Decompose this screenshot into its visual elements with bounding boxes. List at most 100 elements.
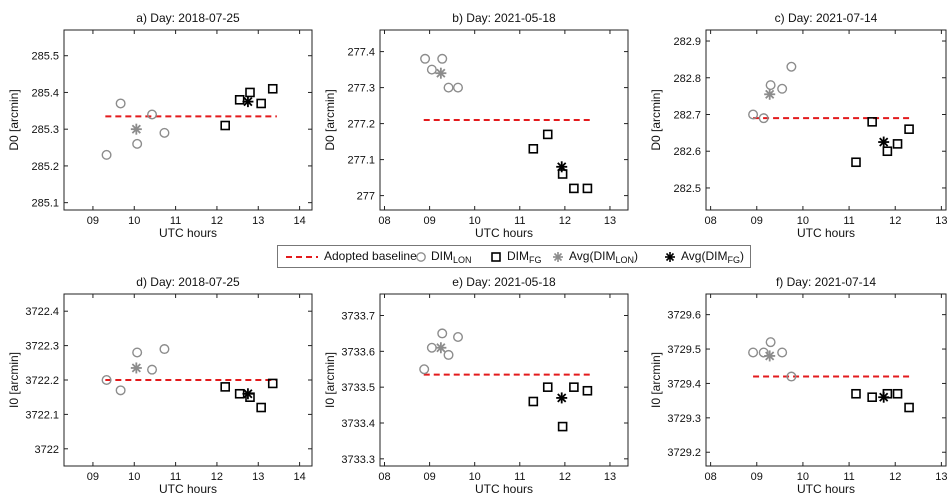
avg-dim-lon-point xyxy=(130,362,142,374)
y-tick-label: 3733.6 xyxy=(341,346,375,358)
dim-fg-point xyxy=(528,396,539,407)
dim-fg-point xyxy=(528,144,539,154)
legend-avgfg-label: Avg(DIMFG) xyxy=(681,249,744,265)
y-tick-label: 282.6 xyxy=(673,146,701,158)
y-axis-label: I0 [arcmin] xyxy=(7,352,21,408)
y-tick-label: 3733.4 xyxy=(341,418,375,430)
dim-fg-point xyxy=(557,421,568,432)
panel-b: b) Day: 2021-05-18 08 09 10 11 12 13 277 277.1 27… xyxy=(323,11,629,240)
dim-fg-point xyxy=(256,98,266,109)
x-tick-label: 12 xyxy=(559,215,571,227)
x-tick-label: 13 xyxy=(935,215,947,227)
y-tick-label: 285.4 xyxy=(31,87,59,99)
dim-fg-point xyxy=(867,392,877,403)
avg-dim-lon-point xyxy=(435,342,447,354)
y-tick-label: 3722.1 xyxy=(25,409,59,421)
y-tick-label: 282.7 xyxy=(673,109,701,121)
dim-fg-point xyxy=(220,120,230,131)
legend-dimfg-label: DIMFG xyxy=(507,249,542,265)
x-tick-label: 09 xyxy=(751,471,763,483)
y-axis-label: I0 [arcmin] xyxy=(649,352,663,408)
x-tick-label: 11 xyxy=(843,215,854,227)
plot-area xyxy=(705,293,947,467)
dim-lon-point xyxy=(443,82,454,93)
x-tick-label: 12 xyxy=(211,215,223,227)
avg-dim-fg-point xyxy=(242,388,254,400)
panel-c: c) Day: 2021-07-14 08 09 10 11 12 13 282.5 282.6… xyxy=(649,11,948,240)
panel-d: d) Day: 2018-07-25 09 10 11 12 13 14 3722 3722.1… xyxy=(7,275,313,496)
dim-lon-point xyxy=(115,98,126,109)
dim-lon-point xyxy=(101,149,112,160)
x-tick-label: 10 xyxy=(797,215,809,227)
dim-lon-point xyxy=(426,64,437,75)
x-tick-label: 14 xyxy=(293,215,305,227)
x-tick-label: 10 xyxy=(128,471,140,483)
x-tick-label: 11 xyxy=(514,471,525,483)
dim-lon-point xyxy=(101,375,112,386)
y-tick-label: 282.9 xyxy=(673,36,701,48)
dim-lon-point xyxy=(765,80,776,91)
x-axis-label: UTC hours xyxy=(475,226,533,240)
dim-lon-point xyxy=(765,337,776,348)
x-tick-label: 12 xyxy=(559,471,571,483)
dim-fg-point xyxy=(582,385,593,396)
dim-fg-point xyxy=(569,382,579,392)
x-tick-label: 08 xyxy=(378,471,390,483)
y-tick-label: 282.8 xyxy=(673,73,701,85)
dim-fg-point xyxy=(569,183,579,194)
y-tick-label: 3722.4 xyxy=(25,306,59,318)
dim-fg-point xyxy=(904,402,914,413)
x-axis-label: UTC hours xyxy=(159,226,217,240)
x-tick-label: 13 xyxy=(935,471,947,483)
dim-lon-point xyxy=(758,347,769,358)
dim-fg-point xyxy=(256,402,266,413)
x-tick-label: 10 xyxy=(469,471,481,483)
x-tick-label: 12 xyxy=(889,215,901,227)
x-tick-label: 13 xyxy=(604,215,616,227)
panel-f: f) Day: 2021-07-14 08 09 10 11 12 13 3729.2 3729… xyxy=(649,275,948,496)
y-tick-label: 285.5 xyxy=(31,51,59,63)
y-tick-label: 3722 xyxy=(35,444,59,456)
dim-fg-point xyxy=(267,83,278,94)
dim-lon-point xyxy=(777,347,788,358)
plot-area xyxy=(379,293,629,467)
x-tick-label: 12 xyxy=(889,471,901,483)
x-tick-label: 14 xyxy=(293,471,305,483)
dim-fg-point xyxy=(867,117,877,127)
y-tick-label: 3722.2 xyxy=(25,375,59,387)
dim-fg-point xyxy=(851,157,861,168)
y-axis-label: D0 [arcmin] xyxy=(323,89,337,150)
x-tick-label: 11 xyxy=(170,471,181,483)
dim-lon-point xyxy=(419,364,430,375)
y-tick-label: 3729.3 xyxy=(667,413,701,425)
legend-dimlon-label: DIMLON xyxy=(431,249,472,265)
x-tick-label: 11 xyxy=(514,215,525,227)
x-axis-label: UTC hours xyxy=(475,482,533,496)
y-axis-label: I0 [arcmin] xyxy=(323,352,337,408)
y-tick-label: 277.1 xyxy=(347,155,375,167)
dim-lon-point xyxy=(453,332,464,343)
x-tick-label: 10 xyxy=(797,471,809,483)
avg-dim-lon-point xyxy=(435,67,447,79)
dim-fg-point xyxy=(220,382,230,392)
dim-lon-point xyxy=(132,138,143,149)
x-tick-label: 08 xyxy=(704,215,716,227)
y-tick-label: 277.3 xyxy=(347,83,375,95)
legend-avgfg-marker xyxy=(665,252,675,262)
y-tick-label: 3729.6 xyxy=(667,310,701,322)
dim-lon-point xyxy=(786,61,797,72)
x-tick-label: 08 xyxy=(704,471,716,483)
x-tick-label: 13 xyxy=(252,471,264,483)
y-tick-label: 285.2 xyxy=(31,161,59,173)
avg-dim-fg-point xyxy=(242,96,254,108)
y-tick-label: 277 xyxy=(357,191,375,203)
y-tick-label: 285.1 xyxy=(31,198,59,210)
y-tick-label: 277.2 xyxy=(347,119,375,131)
y-tick-label: 3733.7 xyxy=(341,311,375,323)
y-axis-label: D0 [arcmin] xyxy=(649,89,663,150)
dim-lon-point xyxy=(437,328,448,339)
x-tick-label: 13 xyxy=(604,471,616,483)
dim-lon-point xyxy=(777,83,788,94)
dim-lon-point xyxy=(159,344,170,355)
chart-title: c) Day: 2021-07-14 xyxy=(775,11,878,25)
